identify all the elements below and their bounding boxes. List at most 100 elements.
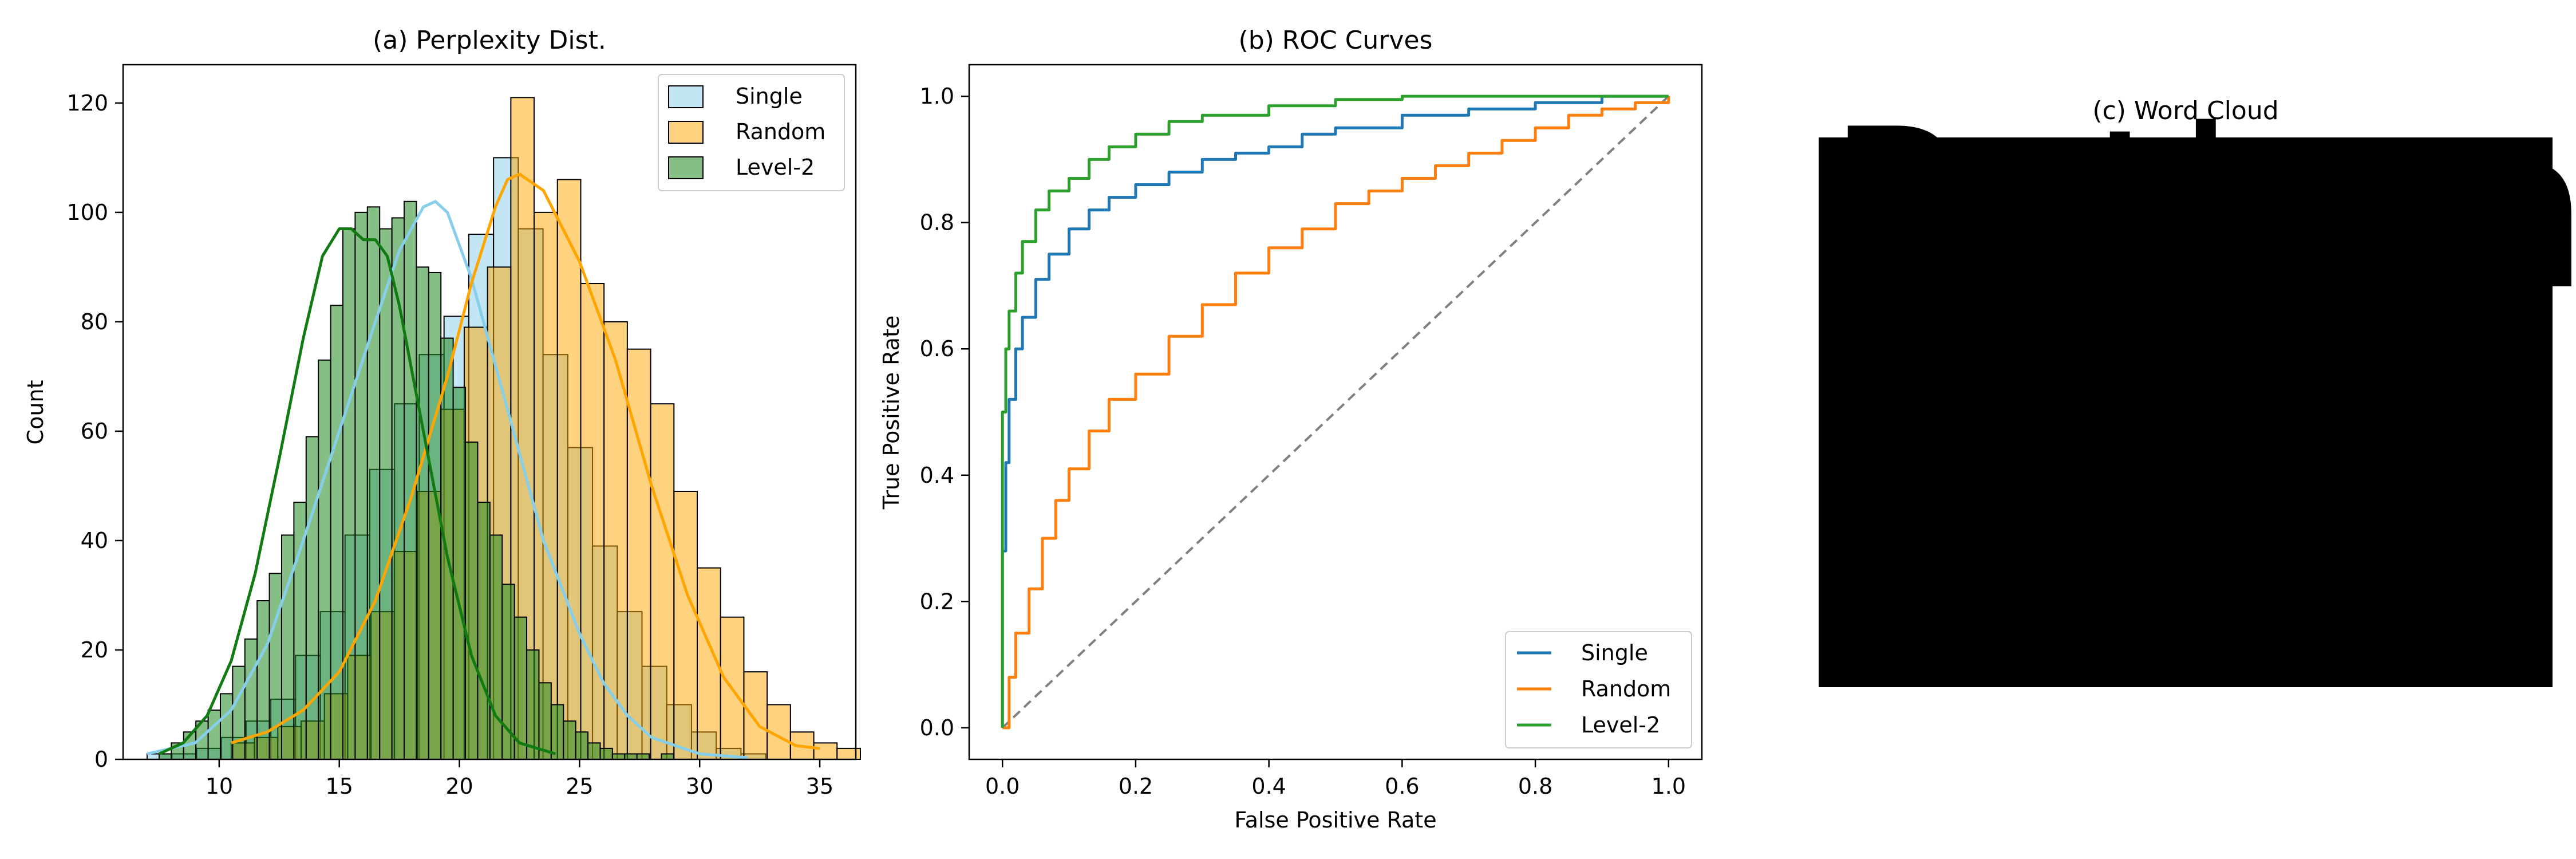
x-tick-label: 10 [206, 774, 233, 799]
hist-bar-level-2 [563, 720, 576, 760]
hist-bar-level-2 [611, 753, 626, 761]
word-teamwork: Teamwork [2172, 287, 2497, 362]
y-tick-label: 0.2 [920, 589, 954, 614]
word-agile: Agile [1835, 495, 1937, 543]
x-tick-label: 0.2 [1119, 774, 1153, 799]
hist-bar-level-2 [318, 359, 331, 760]
hist-bar-random [673, 490, 698, 760]
hist-bar-level-2 [268, 573, 282, 760]
word-java: Java [1955, 384, 2453, 650]
y-tick-label: 20 [81, 637, 108, 663]
y-tick-label: 0.0 [920, 715, 954, 740]
roc-x-label: False Positive Rate [1234, 807, 1436, 833]
y-tick-label: 0.6 [920, 336, 954, 361]
roc-diagonal [1001, 95, 1670, 729]
histogram-legend-box [658, 74, 845, 191]
hist-bar-level-2 [404, 200, 417, 760]
kde-line-random [231, 172, 820, 750]
hist-bar-random [580, 283, 605, 760]
word-communication: Communication [2064, 427, 2506, 492]
hist-bar-level-2 [416, 266, 429, 761]
roc-line-random [1002, 96, 1670, 730]
roc-x-ticks: 0.0 0.2 0.4 0.6 0.8 1.0 [985, 759, 1686, 799]
hist-bar-random [836, 747, 861, 760]
hist-bar-level-2 [477, 502, 491, 760]
word-leadership: Leadership [2253, 131, 2479, 179]
x-tick-label: 30 [686, 774, 713, 799]
legend-swatch-single [668, 85, 704, 108]
roc-legend: Single Random Level-2 [1505, 631, 1692, 748]
hist-bar-random [743, 671, 768, 761]
roc-plot-area [1001, 94, 1670, 730]
histogram-plot-area [146, 97, 861, 761]
word-python: Python [1826, 82, 2576, 338]
roc-legend-label-level2: Level-2 [1581, 712, 1660, 738]
x-tick-label: 0.6 [1385, 774, 1419, 799]
word-project-management: Project_Management [1820, 360, 2518, 437]
roc-legend-label-random: Random [1581, 676, 1671, 702]
hist-bar-level-2 [207, 710, 221, 761]
hist-bar-level-2 [636, 753, 650, 761]
hist-bar-random [650, 403, 675, 760]
x-tick-label: 0.8 [1518, 774, 1552, 799]
y-tick-label: 0.4 [920, 463, 954, 488]
legend-swatch-level2 [668, 156, 704, 179]
kde-line-level-2 [158, 227, 556, 755]
hist-bar-level-2 [599, 747, 613, 760]
histogram-y-label: Count [23, 380, 48, 445]
perplexity-histogram-panel: (a) Perplexity Dist. 10 15 20 25 30 35 0 20 40 6… [23, 26, 861, 799]
hist-bar-level-2 [526, 649, 540, 760]
hist-bar-level-2 [342, 228, 356, 760]
histogram-legend: Single Random Level-2 [658, 74, 845, 191]
legend-label-single: Single [736, 84, 803, 109]
x-tick-label: 0.4 [1251, 774, 1286, 799]
hist-bar-level-2 [550, 704, 564, 760]
word-excel: Excel [2476, 572, 2524, 681]
hist-bar-level-2 [538, 682, 552, 760]
roc-legend-label-single: Single [1581, 640, 1648, 665]
word-data-analysis: Data_Analysis [1928, 586, 2393, 663]
roc-frame [968, 64, 1703, 761]
hist-bar-level-2 [379, 228, 393, 760]
roc-y-ticks: 0.0 0.2 0.4 0.6 0.8 1.0 [920, 84, 969, 740]
y-tick-label: 0.8 [920, 210, 954, 235]
roc-legend-box [1505, 631, 1692, 748]
legend-label-random: Random [736, 119, 825, 144]
histogram-frame [122, 64, 857, 761]
hist-bar-level-2 [465, 442, 479, 760]
y-tick-label: 60 [81, 419, 108, 444]
x-tick-label: 25 [566, 774, 593, 799]
hist-bar-level-2 [232, 665, 246, 760]
word-sql: SQL [1889, 245, 1971, 293]
y-tick-label: 120 [66, 90, 108, 116]
y-tick-label: 0 [94, 747, 108, 772]
legend-swatch-random [668, 121, 704, 144]
hist-bar-level-2 [158, 753, 172, 761]
hist-bar-random [813, 742, 838, 760]
legend-label-level2: Level-2 [736, 155, 815, 180]
roc-y-label: True Positive Rate [879, 316, 904, 510]
x-tick-label: 1.0 [1652, 774, 1686, 799]
histogram-title: (a) Perplexity Dist. [373, 26, 606, 55]
hist-bar-level-2 [305, 436, 319, 760]
hist-bar-level-2 [575, 731, 589, 761]
hist-bar-level-2 [452, 387, 467, 760]
hist-bar-level-2 [244, 638, 258, 761]
histogram-y-ticks: 0 20 40 60 80 100 120 [66, 90, 123, 772]
x-tick-label: 15 [326, 774, 353, 799]
x-tick-label: 0.0 [985, 774, 1020, 799]
hist-bar-level-2 [219, 693, 234, 761]
y-tick-label: 100 [66, 200, 108, 225]
roc-curves-panel: (b) ROC Curves 0.0 0.2 0.4 0.6 0.8 1.0 0.0 0.2… [879, 26, 1703, 833]
hist-series-level-2 [158, 200, 674, 761]
hist-bar-random [556, 179, 582, 760]
roc-line-level-2 [1001, 94, 1669, 728]
x-tick-label: 35 [806, 774, 833, 799]
hist-bar-level-2 [661, 753, 674, 761]
y-tick-label: 40 [81, 528, 108, 553]
roc-line-single [1001, 94, 1669, 728]
kde-line-single [147, 200, 748, 759]
y-tick-label: 1.0 [920, 84, 954, 109]
roc-title: (b) ROC Curves [1239, 26, 1433, 55]
x-tick-label: 20 [445, 774, 473, 799]
